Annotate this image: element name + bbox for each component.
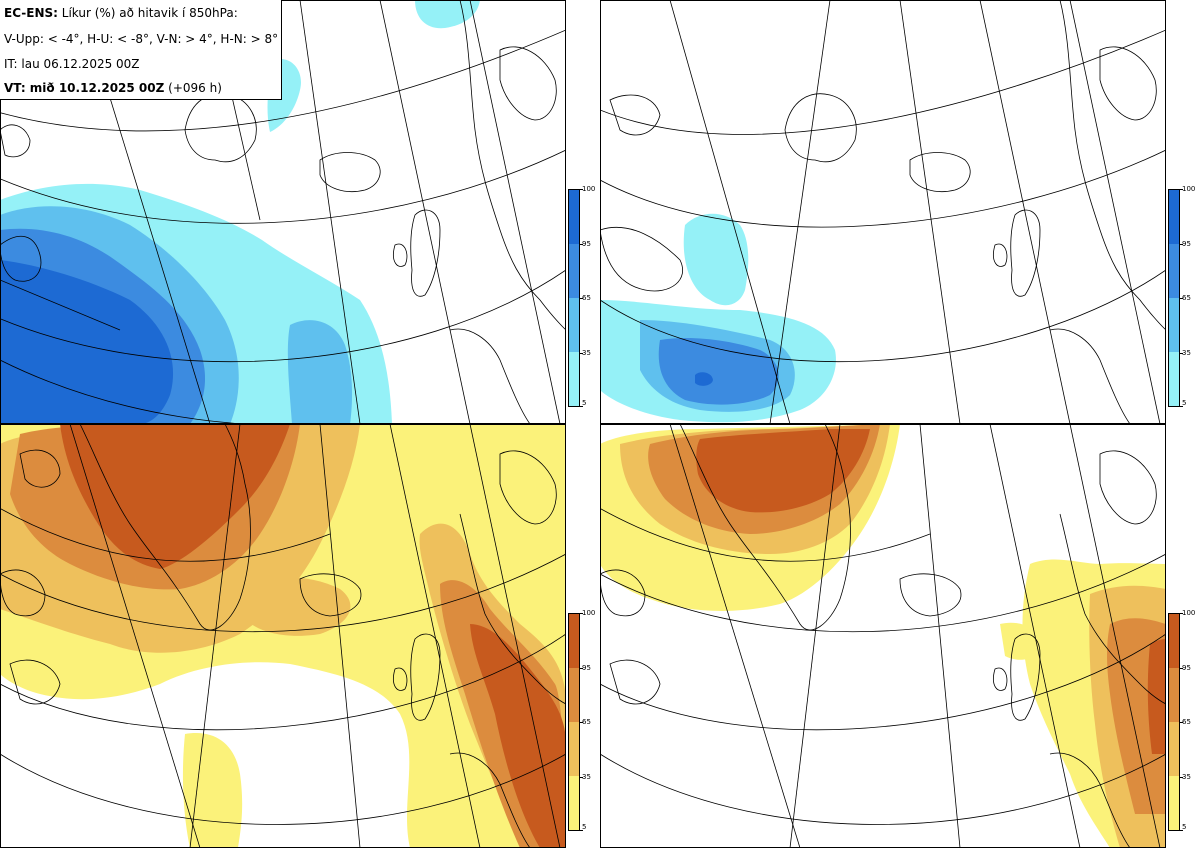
map-cold-4	[0, 0, 566, 424]
colorbar-warm-4	[568, 613, 580, 831]
graticule	[0, 424, 566, 848]
colorbar-tick-mark	[580, 406, 583, 407]
colorbar-tick-label: 100	[1182, 185, 1196, 193]
probability-field	[0, 424, 566, 848]
coastlines	[0, 424, 566, 848]
panel-cold-4	[0, 0, 566, 424]
colorbar-tick-label: 95	[582, 663, 591, 672]
graticule	[600, 0, 1166, 424]
map-warm-8	[600, 424, 1166, 848]
colorbar-tick-label: 95	[1182, 663, 1191, 672]
colorbar-segment	[1169, 298, 1179, 352]
colorbar-segment	[569, 668, 579, 722]
thresholds-line: V-Upp: < -4°, H-U: < -8°, V-N: > 4°, H-N…	[4, 32, 279, 46]
title-line: EC-ENS: Líkur (%) að hitavik í 850hPa:	[4, 6, 238, 20]
panel-warm-4	[0, 424, 566, 848]
colorbar-segment	[569, 244, 579, 298]
colorbar-segment	[569, 722, 579, 776]
colorbar-tick-mark	[580, 352, 583, 354]
colorbar-tick-label: 95	[1182, 239, 1191, 248]
colorbar-tick-mark	[1180, 189, 1183, 190]
colorbar-tick-mark	[1180, 243, 1183, 245]
colorbar-tick-mark	[580, 830, 583, 831]
colorbar-tick-mark	[580, 776, 583, 778]
colorbar-tick-label: 5	[582, 399, 587, 407]
colorbar-tick-mark	[580, 722, 583, 723]
colorbar-tick-mark	[1180, 776, 1183, 778]
colorbar-tick-label: 35	[582, 772, 591, 781]
colorbar-cold-8	[1168, 189, 1180, 407]
colorbar-tick-mark	[1180, 298, 1183, 299]
colorbar-tick-label: 100	[1182, 609, 1196, 617]
title-box: EC-ENS: Líkur (%) að hitavik í 850hPa: V…	[0, 0, 282, 100]
colorbar-tick-label: 100	[582, 609, 596, 617]
colorbar-tick-mark	[1180, 722, 1183, 723]
colorbar-segment	[1169, 614, 1179, 668]
colorbar-warm-8	[1168, 613, 1180, 831]
colorbar-tick-label: 65	[1182, 718, 1191, 726]
colorbar-tick-label: 100	[582, 185, 596, 193]
coastlines	[600, 0, 1166, 424]
colorbar-segment	[569, 776, 579, 830]
initial-time: IT: lau 06.12.2025 00Z	[4, 57, 140, 71]
colorbar-tick-mark	[1180, 352, 1183, 354]
colorbar-segment	[569, 614, 579, 668]
colorbar-tick-mark	[580, 189, 583, 190]
map-cold-8	[600, 0, 1166, 424]
colorbar-tick-mark	[1180, 667, 1183, 669]
probability-field	[600, 213, 836, 423]
colorbar-tick-label: 65	[582, 294, 591, 302]
colorbar-tick-label: 65	[1182, 294, 1191, 302]
title-text: Líkur (%) að hitavik í 850hPa:	[57, 6, 238, 20]
colorbar-segment	[569, 352, 579, 406]
colorbar-cold-4-left	[568, 189, 580, 407]
colorbar-tick-mark	[580, 298, 583, 299]
colorbar-segment	[569, 190, 579, 244]
colorbar-segment	[1169, 190, 1179, 244]
colorbar-segment	[569, 298, 579, 352]
graticule	[600, 424, 1166, 848]
probability-field	[0, 0, 480, 424]
colorbar-segment	[1169, 352, 1179, 406]
colorbar-tick-mark	[1180, 613, 1183, 614]
colorbar-tick-label: 65	[582, 718, 591, 726]
colorbar-segment	[1169, 244, 1179, 298]
valid-time-line: VT: mið 10.12.2025 00Z (+096 h)	[4, 81, 222, 95]
valid-time: VT: mið 10.12.2025 00Z	[4, 81, 165, 95]
colorbar-tick-mark	[1180, 406, 1183, 407]
colorbar-tick-mark	[580, 667, 583, 669]
colorbar-tick-label: 5	[1182, 399, 1187, 407]
colorbar-tick-label: 35	[582, 348, 591, 357]
coastlines	[600, 424, 1166, 848]
colorbar-segment	[1169, 776, 1179, 830]
probability-field	[600, 424, 1166, 848]
graticule	[0, 0, 566, 424]
lead-time: (+096 h)	[164, 81, 222, 95]
colorbar-tick-label: 95	[582, 239, 591, 248]
colorbar-segment	[1169, 722, 1179, 776]
panel-cold-8	[600, 0, 1166, 424]
colorbar-tick-label: 35	[1182, 772, 1191, 781]
colorbar-tick-mark	[580, 613, 583, 614]
colorbar-segment	[1169, 668, 1179, 722]
colorbar-tick-mark	[1180, 830, 1183, 831]
colorbar-tick-label: 5	[582, 823, 587, 831]
map-warm-4	[0, 424, 566, 848]
colorbar-tick-label: 35	[1182, 348, 1191, 357]
model-name: EC-ENS:	[4, 6, 58, 20]
panel-warm-8	[600, 424, 1166, 848]
colorbar-tick-mark	[580, 243, 583, 245]
colorbar-tick-label: 5	[1182, 823, 1187, 831]
